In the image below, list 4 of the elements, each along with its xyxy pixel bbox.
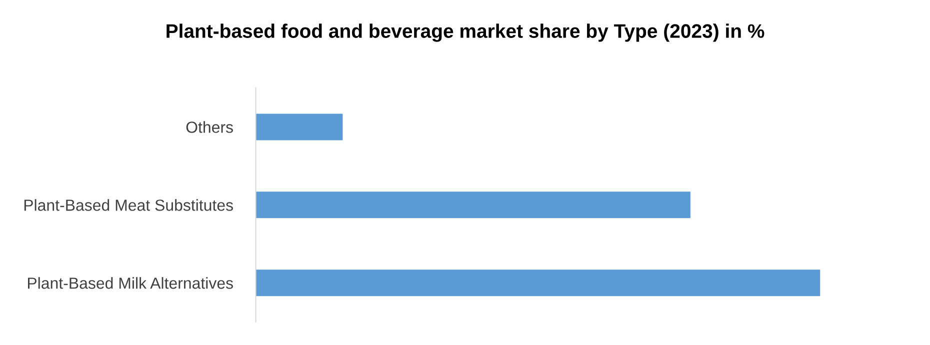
- y-tick-label: Plant-Based Milk Alternatives: [28, 277, 233, 289]
- chart-title: Plant-based food and beverage market share by Type (2023) in %: [166, 24, 764, 42]
- y-tick-label: Others: [186, 121, 233, 133]
- y-tick-label: Plant-Based Meat Substitutes: [24, 199, 233, 211]
